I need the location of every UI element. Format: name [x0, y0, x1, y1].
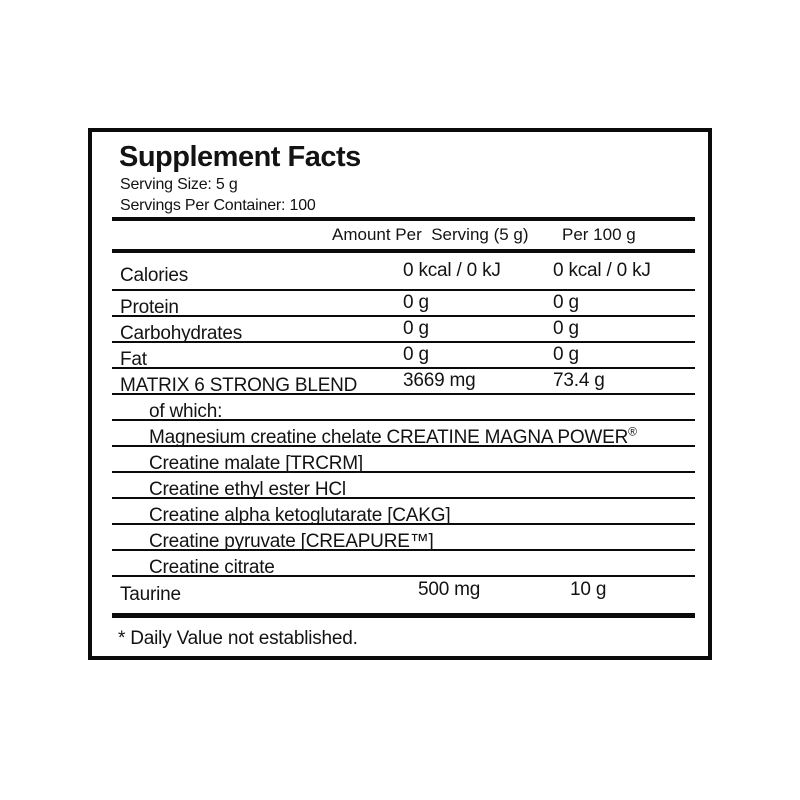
nutrient-table: Calories 0 kcal / 0 kJ 0 kcal / 0 kJ Pro… — [92, 253, 708, 613]
row-creatine-ethyl-ester: Creatine ethyl ester HCl — [112, 473, 695, 501]
ingredient-name: Creatine citrate — [149, 557, 275, 579]
row-creatine-malate: Creatine malate [TRCRM] — [112, 447, 695, 475]
amount-per-serving-value: 0 g — [403, 318, 429, 339]
per-100g-value: 0 g — [553, 318, 579, 339]
per-100g-value: 73.4 g — [553, 370, 605, 391]
panel-title: Supplement Facts — [119, 141, 361, 173]
registered-trademark-symbol: ® — [628, 425, 637, 439]
row-creatine-pyruvate: Creatine pyruvate [CREAPURE™] — [112, 525, 695, 553]
ingredient-name: Creatine alpha ketoglutarate [CAKG] — [149, 505, 451, 527]
ingredient-name: MATRIX 6 STRONG BLEND — [120, 375, 358, 397]
amount-per-serving-value: 3669 mg — [403, 370, 476, 391]
per-100g-value: 0 kcal / 0 kJ — [553, 260, 651, 281]
ingredient-name: Magnesium creatine chelate CREATINE MAGN… — [149, 425, 637, 449]
per-100g-value: 10 g — [570, 579, 607, 600]
amount-per-serving-value: 0 kcal / 0 kJ — [403, 260, 501, 281]
ingredient-name: Fat — [120, 349, 147, 371]
ingredient-name: Creatine pyruvate [CREAPURE™] — [149, 531, 434, 553]
amount-per-serving-value: 0 g — [403, 292, 429, 313]
thick-divider-under-header — [112, 249, 695, 253]
amount-per-serving-value: 0 g — [403, 344, 429, 365]
serving-size: Serving Size: 5 g — [120, 176, 238, 193]
daily-value-footnote: * Daily Value not established. — [118, 628, 358, 649]
row-matrix-blend: MATRIX 6 STRONG BLEND 3669 mg 73.4 g — [112, 369, 695, 397]
ingredient-name: Creatine ethyl ester HCl — [149, 479, 346, 501]
thick-divider-bottom — [112, 613, 695, 618]
servings-per-container: Servings Per Container: 100 — [120, 197, 316, 214]
ingredient-name: Taurine — [120, 584, 181, 606]
ingredient-name: Creatine malate [TRCRM] — [149, 453, 363, 475]
thick-divider-top — [112, 217, 695, 221]
row-taurine: Taurine 500 mg 10 g — [112, 577, 695, 613]
column-header-row: Amount Per Serving (5 g) Per 100 g — [112, 221, 695, 249]
row-creatine-alpha-ketoglutarate: Creatine alpha ketoglutarate [CAKG] — [112, 499, 695, 527]
row-creatine-citrate: Creatine citrate — [112, 551, 695, 579]
row-calories: Calories 0 kcal / 0 kJ 0 kcal / 0 kJ — [112, 253, 695, 291]
row-carbohydrates: Carbohydrates 0 g 0 g — [112, 317, 695, 345]
ingredient-name: of which: — [149, 401, 223, 423]
row-fat: Fat 0 g 0 g — [112, 343, 695, 371]
amount-per-serving-value: 500 mg — [418, 579, 481, 600]
ingredient-name: Carbohydrates — [120, 323, 243, 345]
supplement-facts-panel: Supplement Facts Serving Size: 5 g Servi… — [88, 128, 712, 660]
per-100g-value: 0 g — [553, 344, 579, 365]
row-of-which: of which: — [112, 395, 695, 423]
ingredient-name: Calories — [120, 265, 189, 287]
column-header-amount-per-serving: Amount Per Serving (5 g) — [332, 225, 529, 244]
row-magnesium-creatine-chelate: Magnesium creatine chelate CREATINE MAGN… — [112, 421, 695, 449]
row-protein: Protein 0 g 0 g — [112, 291, 695, 319]
column-header-per-100g: Per 100 g — [562, 225, 636, 244]
ingredient-name: Protein — [120, 297, 179, 319]
per-100g-value: 0 g — [553, 292, 579, 313]
